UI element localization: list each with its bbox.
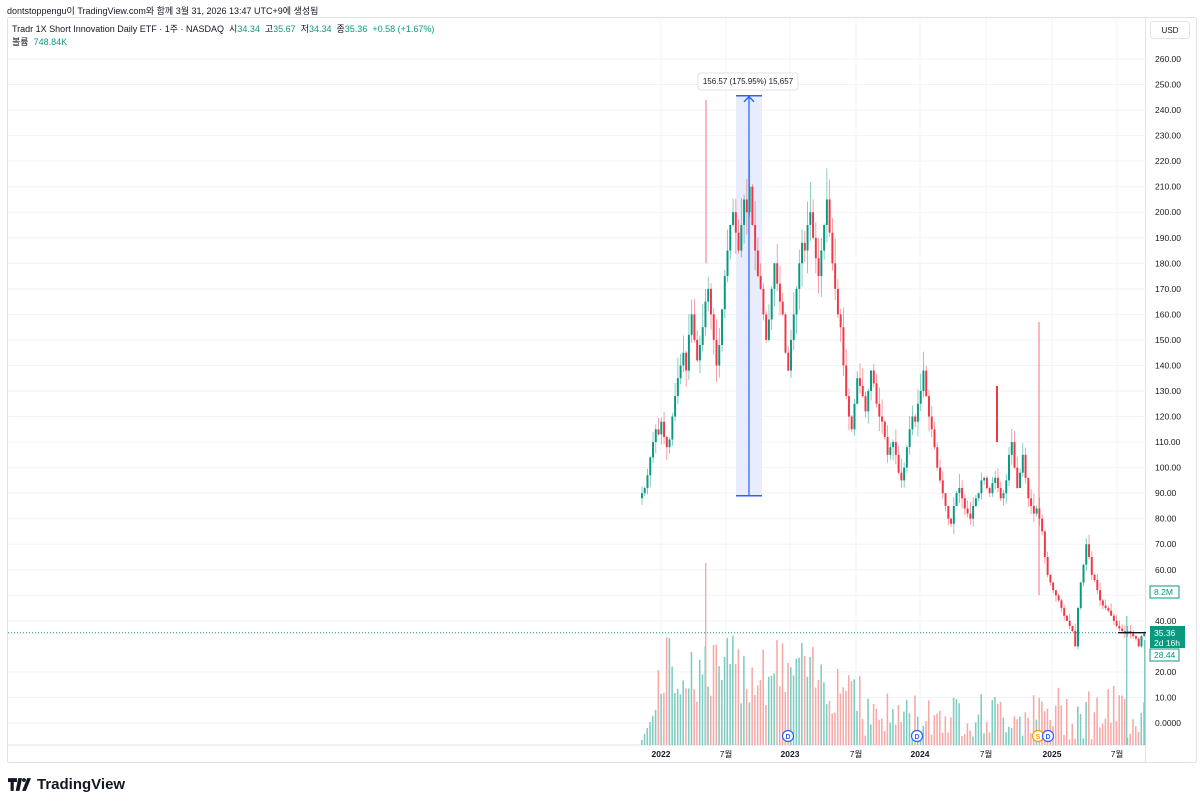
svg-text:7월: 7월 [720,749,733,759]
dividend-event-marker[interactable]: D [781,729,795,743]
price-axis[interactable]: 260.00 250.00 240.00 230.00 220.00 210.00 200.… [1155,54,1181,728]
symbol-title[interactable]: Tradr 1X Short Innovation Daily ETF · 1주… [12,24,225,34]
chart-credit: dontstoppengu이 TradingView.com와 함께 3월 31… [7,6,319,16]
svg-text:190.00: 190.00 [1155,233,1181,243]
measure-label: 156.57 (175.95%) 15,657 [697,72,799,91]
svg-text:220.00: 220.00 [1155,156,1181,166]
svg-text:80.00: 80.00 [1155,514,1177,524]
currency-button[interactable]: USD [1150,21,1190,39]
tradingview-logo[interactable]: TradingView [8,776,125,793]
open-value: 34.34 [237,24,260,34]
tradingview-logo-icon [8,778,31,791]
svg-text:100.00: 100.00 [1155,463,1181,473]
svg-text:20.00: 20.00 [1155,667,1177,677]
svg-text:2022: 2022 [652,749,671,759]
svg-text:D: D [785,734,790,741]
open-label: 시 [229,24,238,34]
svg-text:260.00: 260.00 [1155,54,1181,64]
svg-text:200.00: 200.00 [1155,207,1181,217]
svg-text:150.00: 150.00 [1155,335,1181,345]
svg-text:28.44: 28.44 [1154,650,1176,660]
svg-text:0.0000: 0.0000 [1155,718,1181,728]
svg-text:S: S [1036,734,1041,741]
svg-text:230.00: 230.00 [1155,131,1181,141]
change-value: +0.58 (+1.67%) [372,24,435,34]
svg-text:D: D [1045,734,1050,741]
svg-text:8.2M: 8.2M [1154,587,1173,597]
svg-text:D: D [914,734,919,741]
price-axis-divider [1145,17,1146,763]
svg-text:2024: 2024 [911,749,930,759]
svg-text:35.36: 35.36 [1154,628,1176,638]
dividend-event-marker[interactable]: D [910,729,924,743]
svg-text:10.00: 10.00 [1155,692,1177,702]
svg-text:2d 16h: 2d 16h [1154,638,1180,648]
low-label: 저 [300,24,309,34]
high-value: 35.67 [273,24,296,34]
brand-name: TradingView [37,776,126,793]
svg-text:60.00: 60.00 [1155,565,1177,575]
svg-text:2023: 2023 [781,749,800,759]
volume-label[interactable]: 볼륨 [12,37,29,47]
svg-text:40.00: 40.00 [1155,616,1177,626]
candlesticks [641,99,1146,650]
svg-text:160.00: 160.00 [1155,309,1181,319]
measure-tool[interactable]: 156.57 (175.95%) 15,657 [697,72,799,497]
svg-text:70.00: 70.00 [1155,539,1177,549]
svg-text:90.00: 90.00 [1155,488,1177,498]
svg-text:180.00: 180.00 [1155,258,1181,268]
chart-legend: Tradr 1X Short Innovation Daily ETF · 1주… [12,23,434,49]
high-label: 고 [264,24,274,34]
svg-text:170.00: 170.00 [1155,284,1181,294]
chart-frame [7,17,1197,763]
volume-bars [641,563,1146,745]
dividend-event-marker[interactable]: D [1041,729,1055,743]
volume-value: 748.84K [33,37,68,47]
svg-text:210.00: 210.00 [1155,182,1181,192]
svg-text:7월: 7월 [1111,749,1124,759]
svg-text:250.00: 250.00 [1155,80,1181,90]
legend-row-volume: 볼륨 748.84K [12,36,434,49]
close-value: 35.36 [344,24,368,34]
grid-lines [8,18,1145,746]
svg-text:7월: 7월 [850,749,863,759]
svg-text:130.00: 130.00 [1155,386,1181,396]
low-value: 34.34 [308,24,332,34]
legend-row-ohlc: Tradr 1X Short Innovation Daily ETF · 1주… [12,23,434,36]
svg-text:156.57 (175.95%) 15,657: 156.57 (175.95%) 15,657 [703,77,794,86]
svg-text:140.00: 140.00 [1155,360,1181,370]
close-label: 종 [336,24,345,34]
svg-text:120.00: 120.00 [1155,412,1181,422]
svg-text:7월: 7월 [980,749,993,759]
svg-text:2025: 2025 [1043,749,1062,759]
svg-text:240.00: 240.00 [1155,105,1181,115]
svg-text:110.00: 110.00 [1155,437,1181,447]
split-event-marker[interactable]: S [1031,729,1045,743]
time-axis[interactable]: 2022 7월 2023 7월 2024 7월 2025 7월 [652,749,1124,759]
